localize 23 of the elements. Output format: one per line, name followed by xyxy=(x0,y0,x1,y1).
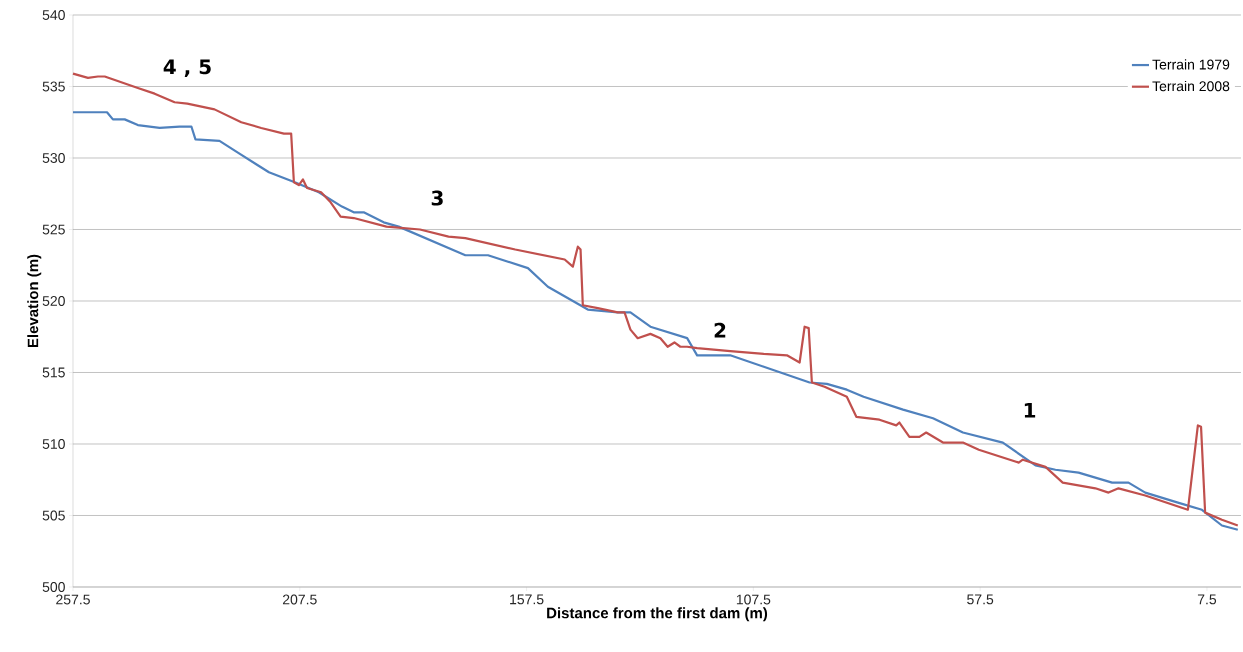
annotation: 1 xyxy=(1024,402,1036,418)
legend-label: Terrain 2008 xyxy=(1152,80,1230,92)
y-tick-label: 540 xyxy=(42,10,65,20)
y-tick-label: 515 xyxy=(42,367,65,378)
y-tick-label: 530 xyxy=(42,153,65,163)
x-tick-label: 57.5 xyxy=(967,594,994,605)
x-tick-label: 107.5 xyxy=(736,594,771,605)
y-tick-label: 520 xyxy=(42,296,65,306)
y-tick-label: 525 xyxy=(42,224,65,235)
x-axis-title: Distance from the first dam (m) xyxy=(547,607,768,622)
x-tick-label: 207.5 xyxy=(282,594,317,605)
y-axis-title: Elevation (m) xyxy=(27,254,42,348)
y-tick-label: 535 xyxy=(42,81,65,92)
x-tick-label: 257.5 xyxy=(56,594,90,605)
y-tick-label: 510 xyxy=(42,439,65,449)
annotation: 4 , 5 xyxy=(163,59,211,77)
x-tick-label: 157.5 xyxy=(510,594,544,605)
y-tick-label: 505 xyxy=(42,510,65,521)
legend-label: Terrain 1979 xyxy=(1152,59,1230,70)
annotation: 2 xyxy=(714,322,726,338)
x-tick-label: 7.5 xyxy=(1197,594,1217,605)
annotation: 3 xyxy=(431,190,443,206)
y-tick-label: 500 xyxy=(42,582,65,592)
